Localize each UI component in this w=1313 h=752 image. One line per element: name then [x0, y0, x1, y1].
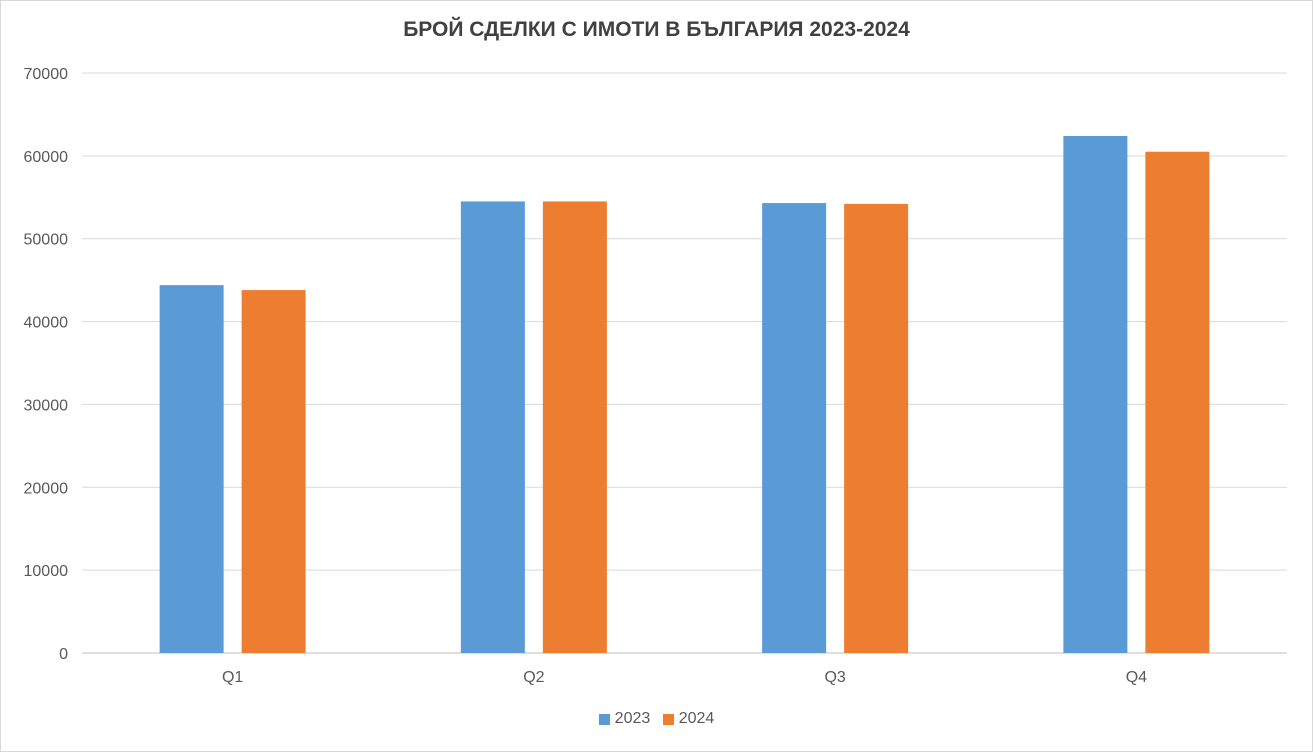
y-tick-label: 0 — [59, 646, 68, 663]
bar-2023-Q3 — [762, 203, 827, 654]
y-axis-ticks: 0 10000 20000 30000 40000 50000 60000 70000 — [24, 66, 69, 663]
x-tick-label: Q4 — [1126, 669, 1147, 686]
chart-title: БРОЙ СДЕЛКИ С ИМОТИ В БЪЛГАРИЯ 2023-2024 — [403, 18, 910, 41]
legend-swatch-2024 — [662, 713, 674, 725]
legend-item-2023: 2023 — [598, 710, 651, 728]
y-tick-label: 10000 — [24, 563, 69, 580]
x-tick-label: Q3 — [824, 669, 845, 686]
bar-2023-Q4 — [1063, 135, 1128, 653]
x-tick-label: Q2 — [523, 669, 544, 686]
bar-2024-Q4 — [1145, 151, 1210, 653]
legend-swatch-2023 — [598, 713, 610, 725]
legend-label-2024: 2024 — [678, 710, 715, 727]
y-tick-label: 70000 — [24, 66, 69, 83]
bar-2024-Q2 — [542, 201, 607, 653]
y-tick-label: 30000 — [24, 397, 69, 414]
bar-2024-Q1 — [241, 290, 306, 653]
legend-label-2023: 2023 — [614, 710, 651, 727]
y-tick-label: 20000 — [24, 480, 69, 497]
bars — [159, 135, 1210, 654]
x-axis-ticks: Q1 Q2 Q3 Q4 — [222, 669, 1147, 686]
y-tick-label: 40000 — [24, 315, 69, 332]
bar-2024-Q3 — [844, 203, 909, 653]
bar-2023-Q2 — [460, 201, 525, 653]
legend: 2023 2024 — [0, 710, 1313, 730]
y-tick-label: 60000 — [24, 149, 69, 166]
x-tick-label: Q1 — [222, 669, 243, 686]
bar-2023-Q1 — [159, 285, 224, 653]
y-tick-label: 50000 — [24, 232, 69, 249]
legend-item-2024: 2024 — [662, 710, 715, 728]
